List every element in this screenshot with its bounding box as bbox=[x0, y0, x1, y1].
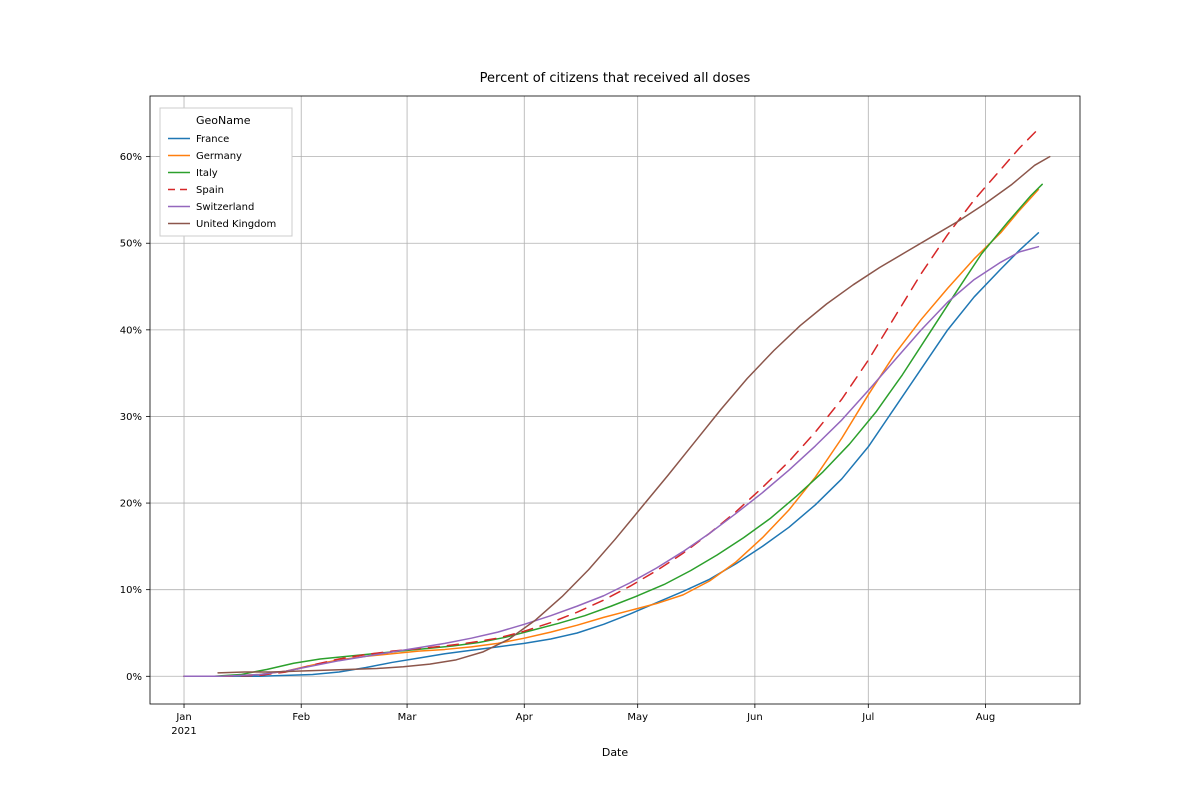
xtick-label: Mar bbox=[398, 712, 418, 723]
xtick-label: Jan bbox=[175, 712, 191, 723]
legend-item-label: Switzerland bbox=[196, 202, 254, 213]
xtick-label: May bbox=[627, 712, 648, 723]
chart-title: Percent of citizens that received all do… bbox=[480, 71, 751, 86]
xtick-label: Aug bbox=[976, 712, 996, 723]
ytick-label: 0% bbox=[126, 672, 142, 683]
legend-item-label: France bbox=[196, 134, 229, 145]
xtick-year-label: 2021 bbox=[171, 726, 196, 737]
legend-title: GeoName bbox=[196, 114, 251, 127]
ytick-label: 50% bbox=[120, 239, 142, 250]
ytick-label: 40% bbox=[120, 325, 142, 336]
legend-item-label: Spain bbox=[196, 185, 224, 196]
xtick-label: Apr bbox=[516, 712, 534, 723]
ytick-label: 60% bbox=[120, 152, 142, 163]
ytick-label: 30% bbox=[120, 412, 142, 423]
ytick-label: 10% bbox=[120, 585, 142, 596]
ytick-label: 20% bbox=[120, 499, 142, 510]
xtick-label: Jul bbox=[861, 712, 874, 723]
x-axis-label: Date bbox=[602, 746, 629, 759]
xtick-label: Jun bbox=[746, 712, 763, 723]
xtick-label: Feb bbox=[292, 712, 310, 723]
legend-item-label: Germany bbox=[196, 151, 242, 162]
chart-container: 0% 10% 20% 30% 40% 50% 60% Jan Feb Mar Apr May Jun Ju… bbox=[0, 0, 1200, 800]
line-chart: 0% 10% 20% 30% 40% 50% 60% Jan Feb Mar Apr May Jun Ju… bbox=[0, 0, 1200, 800]
legend-item-label: Italy bbox=[196, 168, 218, 179]
legend-item-label: United Kingdom bbox=[196, 219, 276, 230]
